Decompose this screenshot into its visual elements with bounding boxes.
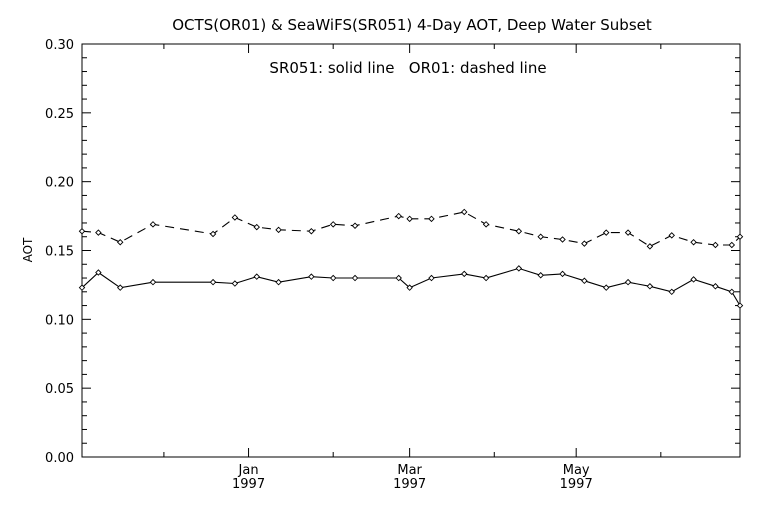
- data-point-sr051: [646, 283, 654, 290]
- data-point-sr051: [351, 274, 359, 282]
- data-point-or01: [559, 236, 566, 243]
- data-point-or01: [116, 239, 124, 246]
- data-point-or01: [78, 227, 86, 235]
- data-point-sr051: [406, 284, 413, 291]
- data-point-sr051: [275, 278, 282, 286]
- series-layer: [78, 208, 744, 309]
- data-point-sr051: [116, 284, 124, 291]
- data-point-sr051: [78, 284, 86, 291]
- data-point-or01: [515, 227, 523, 235]
- data-point-sr051: [736, 302, 744, 309]
- data-point-or01: [624, 229, 632, 236]
- plot-frame: [81, 43, 741, 458]
- series-line-or01: [81, 211, 741, 248]
- data-point-or01: [428, 215, 435, 223]
- data-point-sr051: [231, 280, 239, 287]
- x-tick-month-label: Mar: [397, 463, 422, 478]
- data-point-sr051: [482, 274, 490, 282]
- data-point-sr051: [308, 273, 315, 280]
- data-point-sr051: [690, 276, 697, 283]
- data-point-sr051: [149, 278, 157, 286]
- data-point-sr051: [602, 284, 610, 291]
- data-point-or01: [690, 239, 697, 246]
- data-point-sr051: [329, 274, 337, 282]
- data-point-or01: [275, 226, 282, 234]
- data-point-sr051: [515, 265, 523, 272]
- data-point-sr051: [395, 274, 402, 282]
- series-line-sr051: [81, 267, 741, 306]
- y-axis-ticks: 0.00 0.05 0.10 0.15 0.20 0.25 0.30: [45, 38, 740, 466]
- x-tick-month-label: May: [563, 463, 590, 478]
- data-point-sr051: [624, 278, 632, 286]
- data-point-sr051: [581, 277, 588, 285]
- data-point-sr051: [712, 283, 719, 290]
- series-sr051: [78, 265, 744, 309]
- data-point-or01: [482, 221, 490, 228]
- data-point-or01: [646, 243, 654, 250]
- x-tick-month-label: Jan: [238, 463, 259, 478]
- data-point-or01: [736, 233, 744, 240]
- data-point-or01: [395, 212, 402, 220]
- y-tick-label: 0.00: [45, 451, 74, 466]
- data-point-or01: [209, 230, 217, 238]
- y-tick-label: 0.15: [45, 245, 74, 260]
- data-point-or01: [581, 240, 588, 247]
- data-point-or01: [329, 221, 337, 228]
- data-point-sr051: [668, 288, 675, 296]
- y-tick-label: 0.05: [45, 382, 74, 397]
- data-point-sr051: [428, 274, 435, 282]
- data-point-sr051: [253, 273, 260, 280]
- y-tick-label: 0.20: [45, 176, 74, 191]
- data-point-or01: [461, 208, 468, 216]
- data-point-or01: [712, 241, 719, 249]
- x-tick-year-label: 1997: [232, 477, 265, 492]
- data-point-or01: [728, 241, 736, 249]
- data-point-or01: [231, 214, 239, 221]
- data-point-sr051: [728, 288, 736, 296]
- x-tick-year-label: 1997: [560, 477, 593, 492]
- data-point-sr051: [461, 270, 468, 278]
- data-point-sr051: [209, 278, 217, 286]
- data-point-or01: [406, 215, 413, 223]
- y-tick-label: 0.30: [45, 38, 74, 53]
- x-tick-year-label: 1997: [393, 477, 426, 492]
- data-point-sr051: [559, 270, 566, 278]
- data-point-or01: [537, 233, 544, 240]
- y-tick-label: 0.10: [45, 313, 74, 328]
- data-point-or01: [149, 221, 157, 228]
- data-point-or01: [351, 222, 359, 229]
- data-point-sr051: [537, 272, 544, 279]
- data-point-or01: [308, 227, 315, 235]
- data-point-or01: [253, 223, 260, 231]
- chart-title: OCTS(OR01) & SeaWiFS(SR051) 4-Day AOT, D…: [172, 16, 652, 34]
- y-tick-label: 0.25: [45, 107, 74, 122]
- y-axis-label: AOT: [21, 237, 35, 262]
- line-style-legend: SR051: solid line OR01: dashed line: [269, 59, 546, 77]
- series-or01: [78, 208, 744, 250]
- data-point-or01: [95, 229, 102, 236]
- data-point-or01: [668, 232, 675, 239]
- data-point-or01: [602, 229, 610, 236]
- data-point-sr051: [95, 269, 102, 276]
